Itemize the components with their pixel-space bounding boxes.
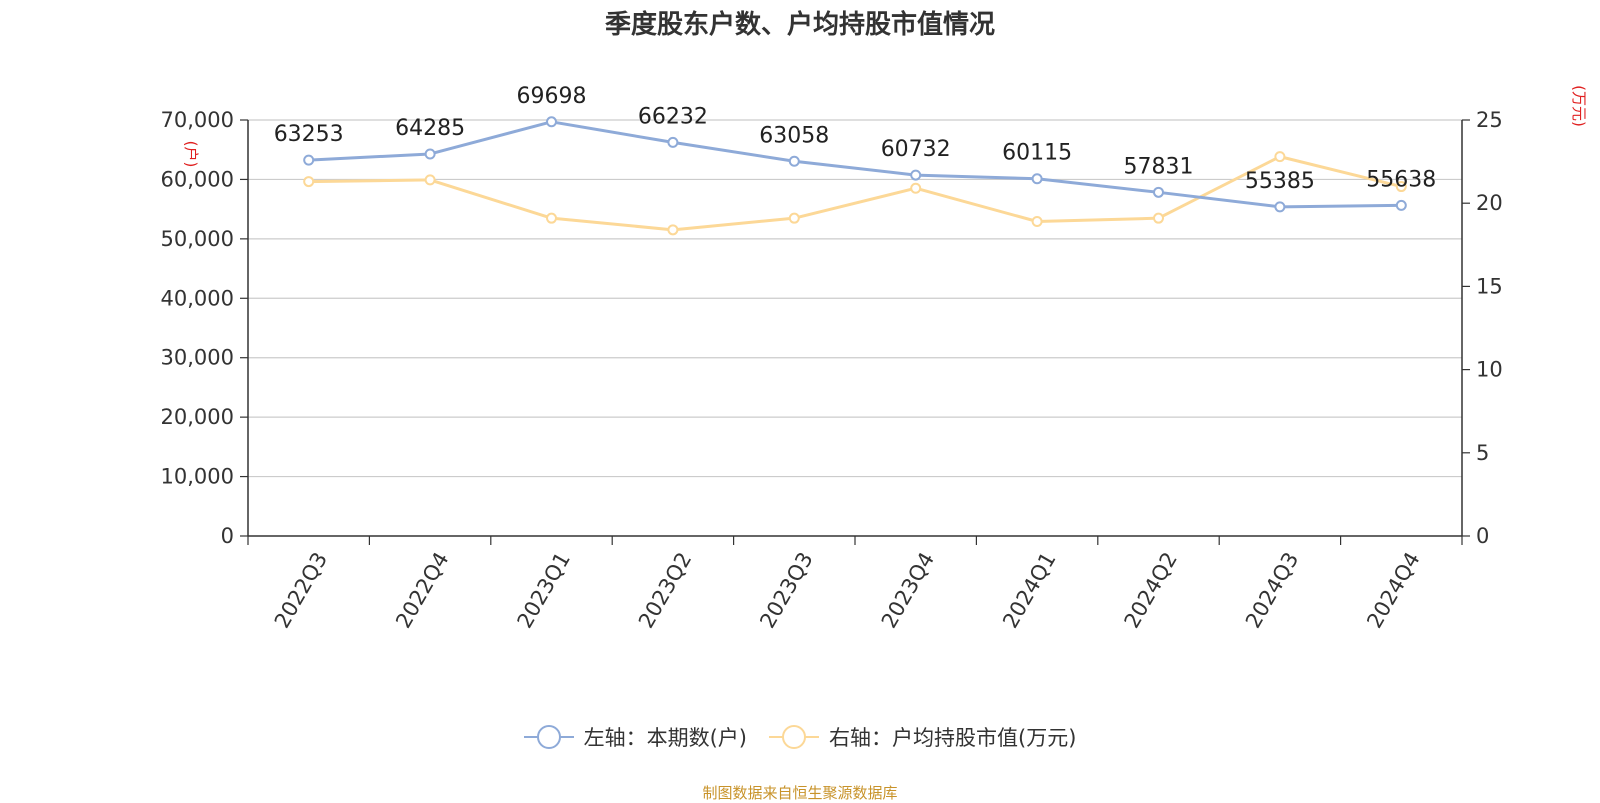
right-axis-unit: (万元) xyxy=(1570,85,1588,127)
legend-marker-value xyxy=(769,725,819,749)
data-point-holders xyxy=(910,169,922,181)
x-axis-tick-label: 2024Q3 xyxy=(1241,548,1303,632)
x-axis-tick-label: 2023Q1 xyxy=(513,548,575,632)
left-axis-tick-label: 10,000 xyxy=(161,465,234,489)
data-point-value xyxy=(910,182,922,194)
data-point-holders xyxy=(424,148,436,160)
data-point-holders xyxy=(303,154,315,166)
legend-label-value: 右轴：户均持股市值(万元) xyxy=(829,726,1077,750)
left-axis-tick-label: 30,000 xyxy=(161,346,234,370)
left-axis-tick-label: 20,000 xyxy=(161,405,234,429)
data-point-value xyxy=(667,224,679,236)
data-point-holders xyxy=(1031,173,1043,185)
data-label-holders: 64285 xyxy=(395,116,465,141)
data-point-value xyxy=(1153,212,1164,224)
data-label-holders: 57831 xyxy=(1124,154,1194,179)
data-label-holders: 69698 xyxy=(517,84,587,109)
data-point-value xyxy=(788,212,800,224)
data-point-holders xyxy=(1274,201,1286,213)
legend-item-holders[interactable]: 左轴：本期数(户) xyxy=(523,722,747,752)
data-label-holders: 63058 xyxy=(759,123,829,148)
data-point-value xyxy=(1395,181,1407,193)
data-point-holders xyxy=(546,116,557,128)
series-line-value xyxy=(308,155,1402,232)
left-axis-tick-label: 70,000 xyxy=(161,108,234,132)
chart-title: 季度股东户数、户均持股市值情况 xyxy=(604,10,995,40)
left-axis-tick-label: 60,000 xyxy=(161,167,234,191)
data-point-holders xyxy=(788,155,800,167)
left-axis-tick-label: 0 xyxy=(221,524,234,548)
right-axis-tick-label: 0 xyxy=(1476,524,1489,548)
x-axis-tick-label: 2024Q4 xyxy=(1362,548,1424,632)
right-axis-tick-label: 10 xyxy=(1476,358,1503,382)
data-point-holders xyxy=(1395,199,1407,211)
legend: 左轴：本期数(户) 右轴：户均持股市值(万元) xyxy=(0,722,1600,752)
x-axis-tick-label: 2022Q4 xyxy=(391,548,453,632)
left-axis-tick-label: 40,000 xyxy=(161,286,234,310)
data-label-holders: 63253 xyxy=(274,122,344,147)
x-axis-tick-label: 2023Q4 xyxy=(877,548,939,632)
right-axis-tick-label: 5 xyxy=(1476,441,1489,465)
data-label-holders: 66232 xyxy=(638,104,708,129)
right-axis-tick-label: 20 xyxy=(1476,191,1503,215)
left-axis-tick-label: 50,000 xyxy=(161,227,234,251)
line-chart: 0 10,000 20,000 30,000 40,000 50,000 60,000 70,… xyxy=(161,84,1588,632)
source-note: 制图数据来自恒生聚源数据库 xyxy=(702,784,898,802)
x-axis-tick-label: 2022Q3 xyxy=(270,548,332,632)
data-point-value xyxy=(1031,216,1043,228)
data-point-value xyxy=(424,174,436,186)
data-point-value xyxy=(546,212,557,224)
left-axis-unit: (户) xyxy=(182,141,200,168)
x-axis-tick-label: 2023Q3 xyxy=(755,548,817,632)
data-label-holders: 60732 xyxy=(881,137,951,162)
data-point-value xyxy=(1274,151,1286,163)
data-label-holders: 60115 xyxy=(1002,141,1072,166)
legend-label-holders: 左轴：本期数(户) xyxy=(583,726,747,750)
legend-marker-holders xyxy=(523,725,574,749)
data-point-holders xyxy=(1153,186,1164,198)
data-point-value xyxy=(303,176,315,188)
data-point-holders xyxy=(667,136,679,148)
x-axis-tick-label: 2024Q1 xyxy=(998,548,1060,632)
series-line-holders xyxy=(308,120,1402,209)
right-axis-tick-label: 15 xyxy=(1476,274,1503,298)
x-axis-tick-label: 2023Q2 xyxy=(634,548,696,632)
right-axis-tick-label: 25 xyxy=(1476,108,1503,132)
data-label-holders: 55638 xyxy=(1366,167,1436,192)
data-label-holders: 55385 xyxy=(1245,169,1315,194)
x-axis-tick-label: 2024Q2 xyxy=(1120,548,1182,632)
legend-item-value[interactable]: 右轴：户均持股市值(万元) xyxy=(769,722,1076,752)
